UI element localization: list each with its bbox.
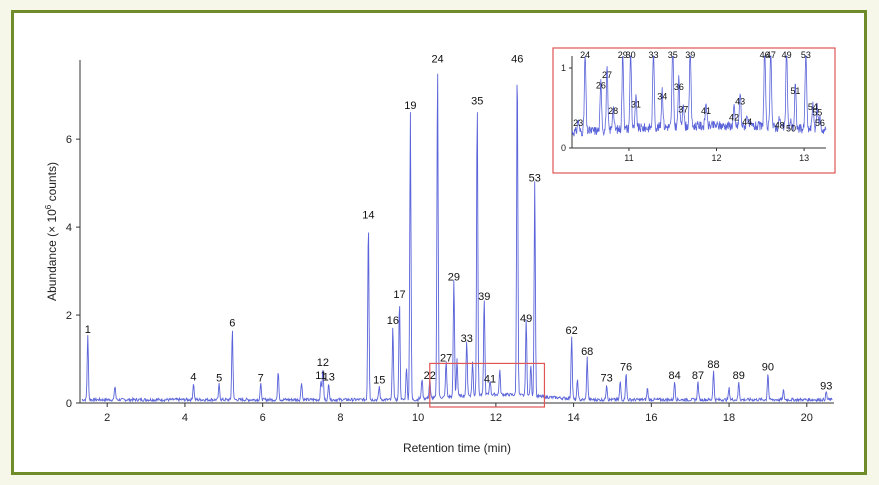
peak-label: 62 [566,325,578,337]
peak-label: 39 [478,291,490,303]
y-axis-label-exponent: 6 [44,204,53,209]
peak-label: 29 [448,271,460,283]
inset-x-tick-label: 12 [712,153,722,163]
peak-label: 4 [190,372,196,384]
peak-label: 35 [471,95,483,107]
inset-peak-label: 55 [812,108,822,118]
inset-peak-label: 53 [801,50,811,60]
inset-peak-label: 35 [668,50,678,60]
peak-label: 1 [85,324,91,336]
y-tick-label: 0 [66,398,72,410]
peak-label: 90 [762,361,774,373]
inset-peak-label: 23 [573,118,583,128]
inset-y-tick-label: 1 [561,63,566,73]
y-tick-label: 4 [66,222,72,234]
inset-peak-label: 37 [678,104,688,114]
inset-peak-label: 50 [786,124,796,134]
y-tick-label: 2 [66,310,72,322]
inset-peak-label: 28 [608,106,618,116]
inset-peak-label: 41 [701,106,711,116]
zoom-region-box [429,362,546,408]
x-tick-label: 20 [801,412,813,424]
peak-label: 41 [484,373,496,385]
x-tick-label: 8 [337,412,343,424]
inset-peak-label: 43 [735,96,745,106]
inset-peak-label: 24 [580,50,590,60]
inset-peak-label: 56 [815,118,825,128]
peak-label: 15 [373,375,385,387]
peak-label: 5 [216,372,222,384]
inset-border [552,47,836,174]
inset-peak-label: 51 [790,86,800,96]
inset-peak-label: 26 [596,80,606,90]
peak-label: 88 [707,359,719,371]
peak-label: 87 [692,370,704,382]
peak-label: 17 [393,289,405,301]
x-tick-label: 10 [412,412,424,424]
peak-label: 19 [404,100,416,112]
peak-label: 73 [601,372,613,384]
peak-label: 33 [461,333,473,345]
inset-peak-label: 29 [618,50,628,60]
x-tick-label: 6 [260,412,266,424]
y-axis-label: Abundance (× 106 counts) [44,162,59,301]
peak-label: 93 [820,380,832,392]
peak-label: 89 [733,370,745,382]
peak-label: 13 [323,372,335,384]
inset-peak-label: 46 [760,50,770,60]
x-tick-label: 12 [490,412,502,424]
peak-label: 14 [362,210,374,222]
peak-label: 7 [258,372,264,384]
inset-x-tick-label: 11 [624,153,633,163]
inset-trace [571,55,827,137]
x-tick-label: 18 [723,412,735,424]
inset-peak-label: 54 [808,102,818,112]
x-tick-label: 2 [104,412,110,424]
inset-peak-label: 27 [602,70,612,80]
inset-peak-label: 48 [775,120,785,130]
x-tick-label: 14 [567,412,579,424]
peak-label: 49 [520,313,532,325]
peak-label: 11 [315,370,326,382]
peak-label: 68 [581,346,593,358]
peak-label: 24 [431,54,443,66]
peak-label: 27 [440,353,452,365]
inset-peak-label: 36 [674,82,684,92]
y-tick-label: 6 [66,134,72,146]
inset-peak-label: 31 [631,100,641,110]
inset-peak-label: 49 [782,50,792,60]
inset-peak-label: 42 [729,112,739,122]
x-axis-label: Retention time (min) [403,441,511,455]
inset-peak-label: 33 [648,50,658,60]
peak-label: 46 [511,54,523,66]
peak-label: 84 [669,370,681,382]
x-tick-label: 16 [645,412,657,424]
inset-y-tick-label: 0 [561,143,566,153]
y-axis-label-main: Abundance (× 10 [45,209,59,301]
peak-label: 6 [229,317,235,329]
peak-label: 53 [529,172,541,184]
x-tick-label: 4 [182,412,188,424]
inset-peak-label: 47 [766,50,776,60]
inset-peak-label: 30 [626,50,636,60]
inset-peak-label: 44 [742,117,752,127]
peak-label: 12 [317,357,329,369]
inset-peak-label: 34 [657,92,667,102]
peak-label: 76 [620,361,632,373]
inset-x-tick-label: 13 [799,153,809,163]
peak-label: 16 [387,315,399,327]
peak-labels: 14 567 11121314151617192224272933353941464… [85,54,833,393]
chromatogram-trace [81,73,833,403]
inset-peak-label: 39 [685,50,695,60]
y-axis-label-rest: counts) [45,162,59,205]
